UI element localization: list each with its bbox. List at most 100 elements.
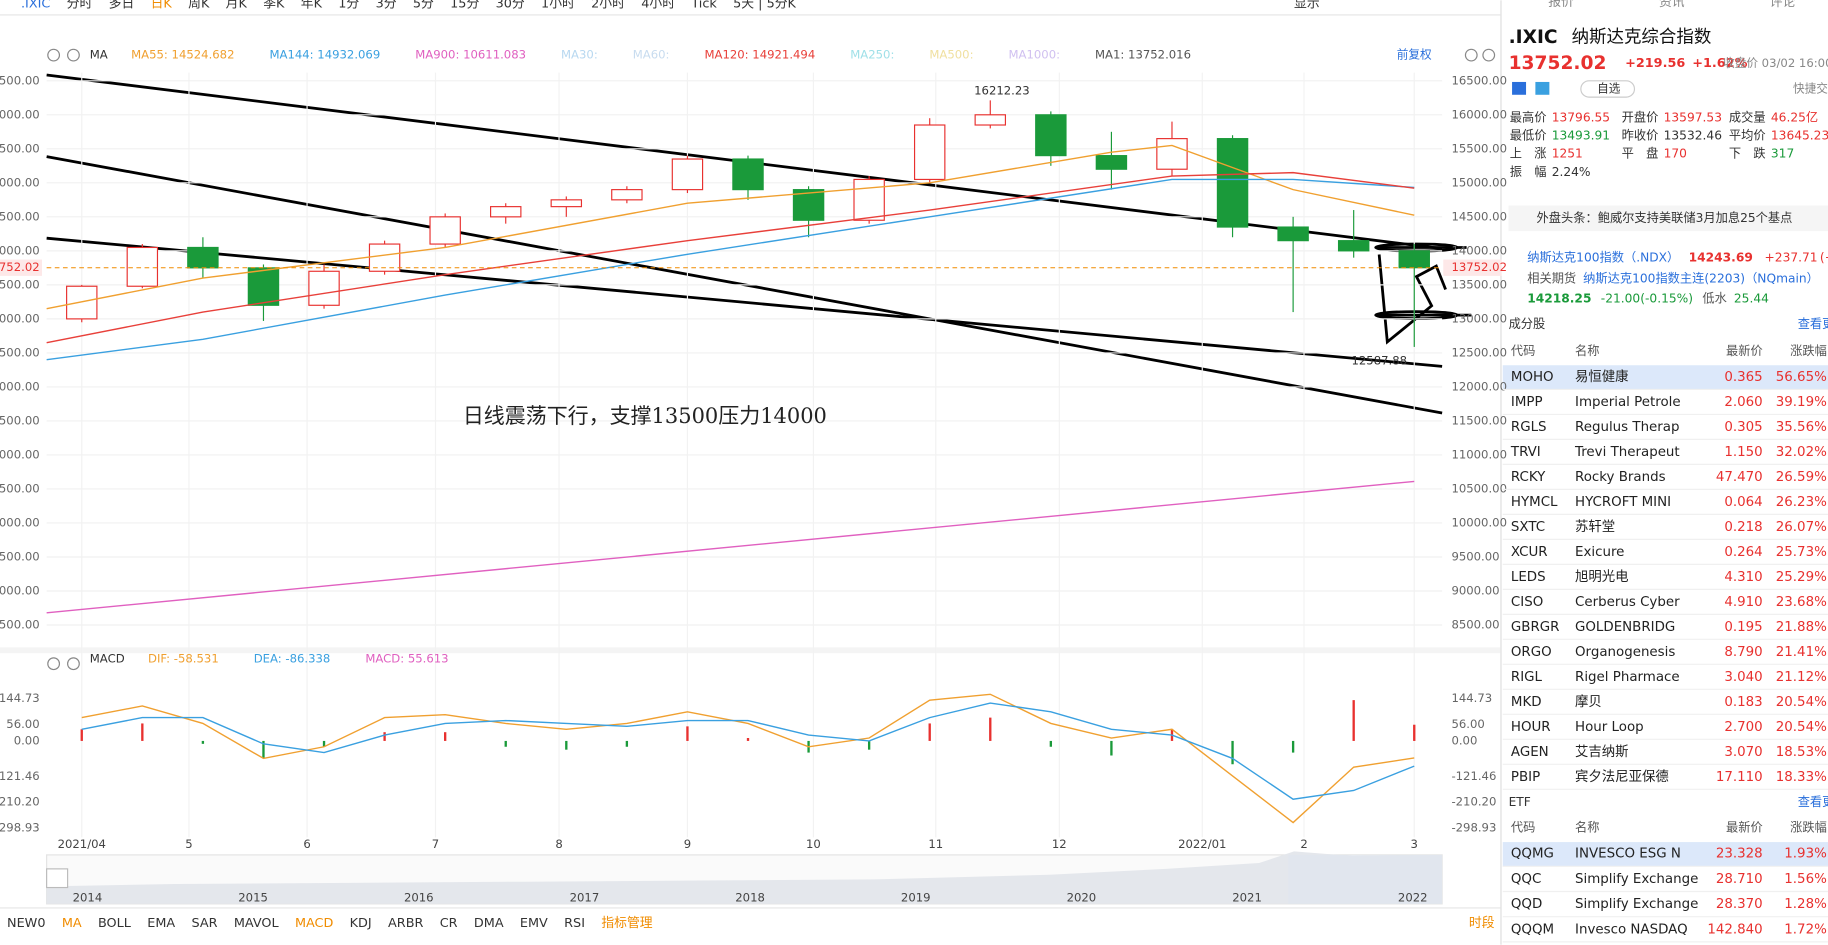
navigator-handle[interactable]: [46, 868, 69, 889]
indicator-title[interactable]: MACD: [90, 652, 125, 666]
related-index[interactable]: 纳斯达克100指数（.NDX）: [1527, 249, 1679, 264]
stock-name[interactable]: Hour Loop: [1575, 720, 1644, 735]
news-box[interactable]: [1508, 205, 1828, 232]
indicator-label[interactable]: MA900: 10611.083: [415, 48, 526, 62]
code[interactable]: RCKY: [1511, 470, 1546, 485]
period-tab[interactable]: 1分: [338, 0, 359, 11]
period-tab[interactable]: Tick: [690, 0, 717, 11]
indicator-tab[interactable]: DMA: [474, 916, 504, 931]
watch-label[interactable]: 自选: [1597, 81, 1621, 95]
code[interactable]: QQD: [1511, 897, 1542, 912]
stock-name[interactable]: Simplify Exchange: [1575, 897, 1698, 912]
row-highlight[interactable]: [1502, 365, 1828, 390]
stock-name[interactable]: 摩贝: [1575, 693, 1602, 710]
indicator-tab[interactable]: ARBR: [388, 916, 423, 931]
indicator-label[interactable]: MA30:: [561, 48, 598, 62]
stock-name[interactable]: 艾吉纳斯: [1575, 744, 1629, 760]
panel-tab[interactable]: 评论: [1770, 0, 1796, 10]
indicator-label[interactable]: DIF: -58.531: [148, 652, 219, 666]
icon[interactable]: [1512, 81, 1527, 95]
code[interactable]: XCUR: [1511, 545, 1548, 560]
icon[interactable]: [47, 48, 61, 62]
code[interactable]: RIGL: [1511, 670, 1543, 685]
indicator-label[interactable]: MA1000:: [1008, 48, 1060, 62]
indicator-tab[interactable]: BOLL: [98, 916, 132, 931]
indicator-label[interactable]: MA500:: [929, 48, 973, 62]
code[interactable]: RGLS: [1511, 420, 1547, 435]
row-highlight[interactable]: [1502, 842, 1828, 867]
code[interactable]: QQC: [1511, 872, 1541, 887]
icon[interactable]: [1482, 48, 1496, 62]
watch-button[interactable]: [1580, 80, 1636, 98]
stock-name[interactable]: INVESCO ESG N: [1575, 847, 1681, 862]
period-tab[interactable]: 15分: [450, 0, 479, 11]
display-menu[interactable]: 显示: [1294, 0, 1320, 11]
indicator-label[interactable]: MA60:: [633, 48, 670, 62]
code[interactable]: ORGO: [1511, 645, 1552, 660]
code[interactable]: HOUR: [1511, 720, 1551, 735]
stock-name[interactable]: 宾夕法尼亚保德: [1575, 769, 1669, 785]
more-link[interactable]: 查看更多: [1798, 317, 1828, 331]
indicator-title[interactable]: MA: [90, 48, 108, 62]
period-tab[interactable]: 5分: [413, 0, 434, 11]
period-tab[interactable]: 日K: [151, 0, 173, 11]
indicator-label[interactable]: MA250:: [850, 48, 894, 62]
code[interactable]: HYMCL: [1511, 495, 1558, 510]
arrow-path[interactable]: [1377, 254, 1447, 345]
indicator-tab[interactable]: 指标管理: [601, 916, 652, 931]
indicator-label[interactable]: DEA: -86.338: [254, 652, 331, 666]
period-tab[interactable]: 月K: [226, 0, 248, 11]
icon[interactable]: [1535, 81, 1550, 95]
code[interactable]: AGEN: [1511, 745, 1549, 760]
stock-name[interactable]: Trevi Therapeut: [1574, 445, 1680, 460]
icon[interactable]: [67, 48, 80, 62]
period-tab[interactable]: 30分: [496, 0, 525, 11]
indicator-tab[interactable]: MA: [62, 916, 82, 931]
panel-tab[interactable]: 资讯: [1659, 0, 1685, 10]
indicator-tab[interactable]: KDJ: [350, 916, 372, 931]
news-headline[interactable]: 外盘头条：鲍威尔支持美联储3月加息25个基点: [1537, 210, 1793, 225]
code[interactable]: GBRGR: [1511, 620, 1560, 635]
indicator-label[interactable]: MA144: 14932.069: [269, 48, 380, 62]
stock-name[interactable]: Rigel Pharmace: [1575, 670, 1680, 685]
stock-name[interactable]: Cerberus Cyber: [1575, 595, 1680, 610]
session-button[interactable]: 时段: [1469, 916, 1495, 931]
stock-name[interactable]: 旭明光电: [1575, 569, 1629, 585]
period-tab[interactable]: 5天 | 5分K: [733, 0, 796, 11]
code[interactable]: QQQM: [1511, 922, 1554, 937]
stock-name[interactable]: Rocky Brands: [1575, 470, 1666, 485]
navigator-window[interactable]: [1288, 854, 1443, 904]
code[interactable]: IMPP: [1511, 395, 1543, 410]
indicator-tab[interactable]: NEW0: [7, 916, 46, 931]
stock-name[interactable]: Regulus Therap: [1575, 420, 1679, 435]
period-tab[interactable]: 2小时: [591, 0, 625, 11]
indicator-label[interactable]: MA120: 14921.494: [704, 48, 815, 62]
indicator-label[interactable]: MA1: 13752.016: [1095, 48, 1191, 62]
trend-line[interactable]: [46, 236, 1443, 368]
code[interactable]: MOHO: [1511, 370, 1554, 385]
icon[interactable]: [1464, 48, 1478, 62]
code[interactable]: QQMG: [1511, 847, 1554, 862]
stock-name[interactable]: 易恒健康: [1575, 368, 1629, 385]
indicator-tab[interactable]: CR: [440, 916, 458, 931]
code[interactable]: PBIP: [1511, 770, 1540, 785]
stock-name[interactable]: Imperial Petrole: [1575, 395, 1681, 410]
indicator-tab[interactable]: MAVOL: [234, 916, 280, 931]
period-tab[interactable]: 1小时: [541, 0, 575, 11]
futures-name[interactable]: 纳斯达克100指数主连(2203)（NQmain）: [1583, 270, 1819, 285]
period-tab[interactable]: 分时: [67, 0, 93, 11]
indicator-tab[interactable]: EMA: [147, 916, 175, 931]
more-link[interactable]: 查看更多: [1798, 795, 1828, 809]
period-tab[interactable]: 多日: [109, 0, 135, 11]
indicator-tab[interactable]: SAR: [191, 916, 217, 931]
indicator-tab[interactable]: RSI: [564, 916, 585, 931]
period-tab[interactable]: 4小时: [641, 0, 675, 11]
indicator-tab[interactable]: MACD: [295, 916, 334, 931]
panel-tab[interactable]: 报价: [1548, 0, 1574, 10]
code[interactable]: MKD: [1511, 695, 1542, 710]
stock-name[interactable]: 苏轩堂: [1575, 519, 1615, 535]
icon[interactable]: [67, 657, 80, 671]
icon[interactable]: [47, 657, 61, 671]
period-tab[interactable]: 周K: [188, 0, 210, 11]
period-tab[interactable]: 年K: [301, 0, 323, 11]
